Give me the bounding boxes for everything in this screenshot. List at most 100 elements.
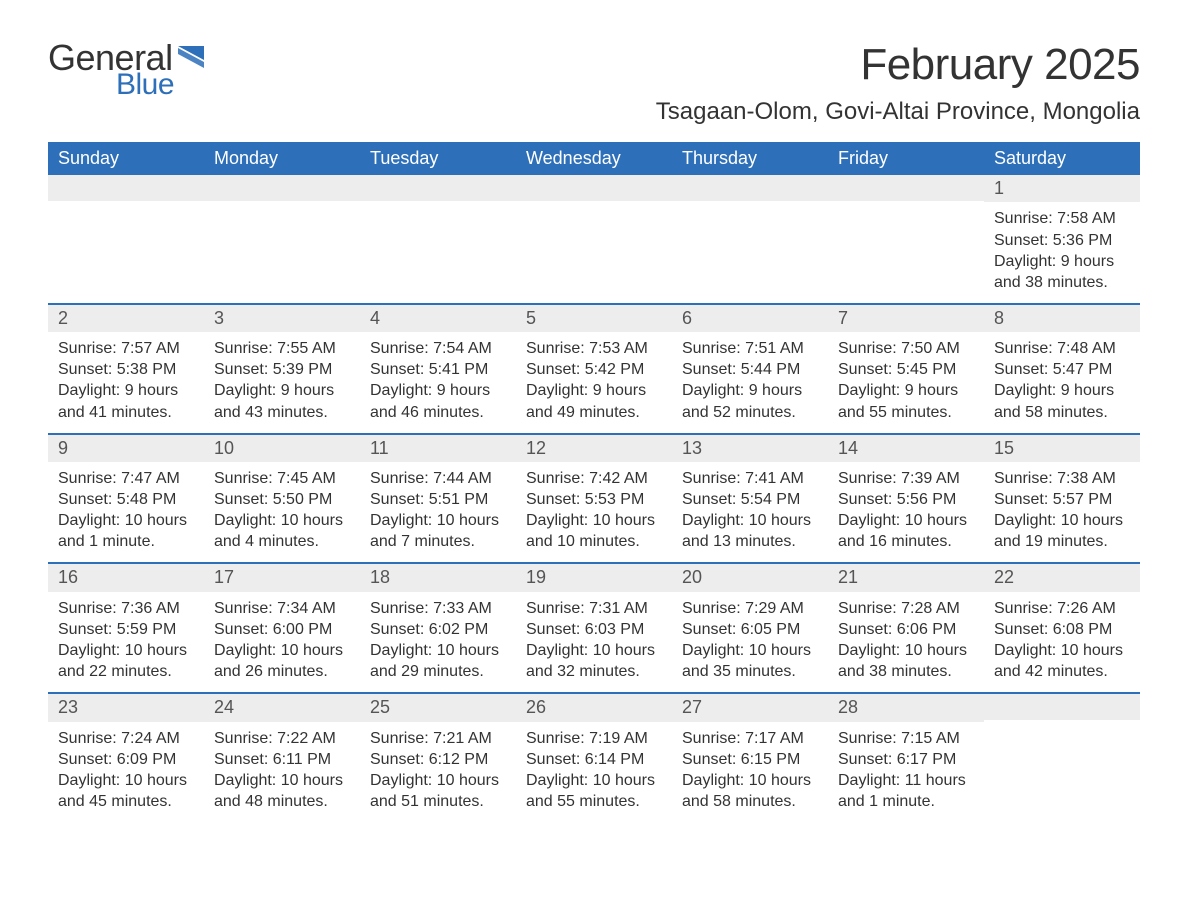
day-number: 3 (204, 305, 360, 332)
day-number: 12 (516, 435, 672, 462)
daylight-text: Daylight: 9 hours and 43 minutes. (214, 380, 350, 422)
sunrise-text: Sunrise: 7:39 AM (838, 468, 974, 489)
daylight-text: Daylight: 10 hours and 38 minutes. (838, 640, 974, 682)
day-number: 20 (672, 564, 828, 591)
calendar-cell: 26Sunrise: 7:19 AMSunset: 6:14 PMDayligh… (516, 693, 672, 822)
daylight-text: Daylight: 9 hours and 41 minutes. (58, 380, 194, 422)
sunset-text: Sunset: 6:17 PM (838, 749, 974, 770)
calendar-cell: 20Sunrise: 7:29 AMSunset: 6:05 PMDayligh… (672, 563, 828, 693)
calendar-cell: 25Sunrise: 7:21 AMSunset: 6:12 PMDayligh… (360, 693, 516, 822)
sunset-text: Sunset: 6:05 PM (682, 619, 818, 640)
logo-line2: Blue (116, 70, 174, 100)
daylight-text: Daylight: 10 hours and 58 minutes. (682, 770, 818, 812)
sunrise-text: Sunrise: 7:58 AM (994, 208, 1130, 229)
daylight-text: Daylight: 10 hours and 42 minutes. (994, 640, 1130, 682)
calendar-cell: 22Sunrise: 7:26 AMSunset: 6:08 PMDayligh… (984, 563, 1140, 693)
sunrise-text: Sunrise: 7:28 AM (838, 598, 974, 619)
weekday-header: Wednesday (516, 142, 672, 175)
sunset-text: Sunset: 5:42 PM (526, 359, 662, 380)
calendar-cell: 16Sunrise: 7:36 AMSunset: 5:59 PMDayligh… (48, 563, 204, 693)
day-details: Sunrise: 7:34 AMSunset: 6:00 PMDaylight:… (204, 592, 360, 692)
sunset-text: Sunset: 6:06 PM (838, 619, 974, 640)
sunrise-text: Sunrise: 7:22 AM (214, 728, 350, 749)
calendar-cell: 18Sunrise: 7:33 AMSunset: 6:02 PMDayligh… (360, 563, 516, 693)
day-details: Sunrise: 7:54 AMSunset: 5:41 PMDaylight:… (360, 332, 516, 432)
day-number: 4 (360, 305, 516, 332)
day-number: 18 (360, 564, 516, 591)
day-details: Sunrise: 7:15 AMSunset: 6:17 PMDaylight:… (828, 722, 984, 822)
calendar-cell (828, 175, 984, 304)
sunset-text: Sunset: 5:41 PM (370, 359, 506, 380)
daylight-text: Daylight: 9 hours and 38 minutes. (994, 251, 1130, 293)
calendar-cell (204, 175, 360, 304)
calendar-row: 16Sunrise: 7:36 AMSunset: 5:59 PMDayligh… (48, 563, 1140, 693)
sunset-text: Sunset: 5:56 PM (838, 489, 974, 510)
calendar-cell: 10 Sunrise: 7:45 AMSunset: 5:50 PMDayligh… (204, 434, 360, 564)
sunrise-text: Sunrise: 7:17 AM (682, 728, 818, 749)
day-number: 22 (984, 564, 1140, 591)
sunset-text: Sunset: 6:11 PM (214, 749, 350, 770)
calendar-cell: 13Sunrise: 7:41 AMSunset: 5:54 PMDayligh… (672, 434, 828, 564)
calendar-header: SundayMondayTuesdayWednesdayThursdayFrid… (48, 142, 1140, 175)
daylight-text: Daylight: 10 hours and 4 minutes. (214, 510, 350, 552)
day-details: Sunrise: 7:44 AMSunset: 5:51 PMDaylight:… (360, 462, 516, 562)
day-number: 21 (828, 564, 984, 591)
calendar-row: 9Sunrise: 7:47 AMSunset: 5:48 PMDaylight… (48, 434, 1140, 564)
day-number: 19 (516, 564, 672, 591)
sunset-text: Sunset: 5:47 PM (994, 359, 1130, 380)
day-number (204, 175, 360, 201)
day-number: 1 (984, 175, 1140, 202)
calendar-cell (516, 175, 672, 304)
daylight-text: Daylight: 11 hours and 1 minute. (838, 770, 974, 812)
day-details: Sunrise: 7:33 AMSunset: 6:02 PMDaylight:… (360, 592, 516, 692)
day-details: Sunrise: 7:41 AMSunset: 5:54 PMDaylight:… (672, 462, 828, 562)
day-details: Sunrise: 7:51 AMSunset: 5:44 PMDaylight:… (672, 332, 828, 432)
day-number (48, 175, 204, 201)
calendar-cell: 9Sunrise: 7:47 AMSunset: 5:48 PMDaylight… (48, 434, 204, 564)
day-number: 10 (204, 435, 360, 462)
sunset-text: Sunset: 6:03 PM (526, 619, 662, 640)
calendar-row: 1 Sunrise: 7:58 AMSunset: 5:36 PMDaylight… (48, 175, 1140, 304)
calendar-cell: 21 Sunrise: 7:28 AMSunset: 6:06 PMDayligh… (828, 563, 984, 693)
day-number: 9 (48, 435, 204, 462)
day-number: 25 (360, 694, 516, 721)
calendar-cell: 12Sunrise: 7:42 AMSunset: 5:53 PMDayligh… (516, 434, 672, 564)
sunrise-text: Sunrise: 7:24 AM (58, 728, 194, 749)
day-number: 5 (516, 305, 672, 332)
calendar-cell: 11Sunrise: 7:44 AMSunset: 5:51 PMDayligh… (360, 434, 516, 564)
sunrise-text: Sunrise: 7:33 AM (370, 598, 506, 619)
sunset-text: Sunset: 5:50 PM (214, 489, 350, 510)
calendar-cell (672, 175, 828, 304)
day-details: Sunrise: 7:39 AMSunset: 5:56 PMDaylight:… (828, 462, 984, 562)
sunset-text: Sunset: 5:39 PM (214, 359, 350, 380)
sunset-text: Sunset: 6:12 PM (370, 749, 506, 770)
sunrise-text: Sunrise: 7:54 AM (370, 338, 506, 359)
sunset-text: Sunset: 6:02 PM (370, 619, 506, 640)
sunrise-text: Sunrise: 7:42 AM (526, 468, 662, 489)
day-number: 17 (204, 564, 360, 591)
day-details: Sunrise: 7:50 AMSunset: 5:45 PMDaylight:… (828, 332, 984, 432)
daylight-text: Daylight: 9 hours and 49 minutes. (526, 380, 662, 422)
daylight-text: Daylight: 10 hours and 45 minutes. (58, 770, 194, 812)
sunset-text: Sunset: 5:36 PM (994, 230, 1130, 251)
sunrise-text: Sunrise: 7:36 AM (58, 598, 194, 619)
day-details: Sunrise: 7:55 AMSunset: 5:39 PMDaylight:… (204, 332, 360, 432)
day-details: Sunrise: 7:38 AMSunset: 5:57 PMDaylight:… (984, 462, 1140, 562)
calendar-cell: 14Sunrise: 7:39 AMSunset: 5:56 PMDayligh… (828, 434, 984, 564)
daylight-text: Daylight: 10 hours and 32 minutes. (526, 640, 662, 682)
sunrise-text: Sunrise: 7:45 AM (214, 468, 350, 489)
calendar-cell: 2Sunrise: 7:57 AMSunset: 5:38 PMDaylight… (48, 304, 204, 434)
day-details: Sunrise: 7:17 AMSunset: 6:15 PMDaylight:… (672, 722, 828, 822)
sunrise-text: Sunrise: 7:26 AM (994, 598, 1130, 619)
daylight-text: Daylight: 10 hours and 16 minutes. (838, 510, 974, 552)
day-details: Sunrise: 7:53 AMSunset: 5:42 PMDaylight:… (516, 332, 672, 432)
day-number: 14 (828, 435, 984, 462)
sunrise-text: Sunrise: 7:50 AM (838, 338, 974, 359)
weekday-header: Thursday (672, 142, 828, 175)
calendar-cell: 1 Sunrise: 7:58 AMSunset: 5:36 PMDaylight… (984, 175, 1140, 304)
day-number (516, 175, 672, 201)
calendar-cell: 24Sunrise: 7:22 AMSunset: 6:11 PMDayligh… (204, 693, 360, 822)
day-number (672, 175, 828, 201)
calendar-cell: 3Sunrise: 7:55 AMSunset: 5:39 PMDaylight… (204, 304, 360, 434)
day-number: 24 (204, 694, 360, 721)
